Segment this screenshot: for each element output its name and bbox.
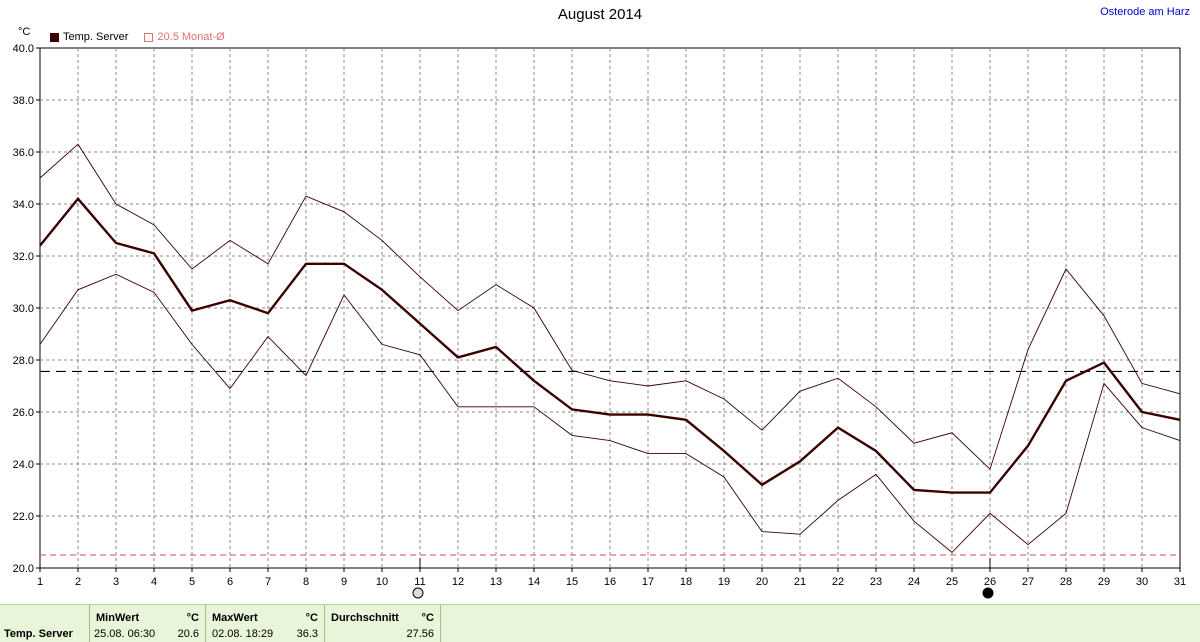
full-moon-icon <box>412 587 424 599</box>
location-link[interactable]: Osterode am Harz <box>1100 6 1190 18</box>
x-tick-label: 30 <box>1136 576 1148 588</box>
x-tick-label: 16 <box>604 576 616 588</box>
y-tick-label: 34.0 <box>13 199 34 211</box>
x-tick-label: 15 <box>566 576 578 588</box>
stats-min-time: 25.08. 06:30 <box>94 628 156 640</box>
x-tick-label: 17 <box>642 576 654 588</box>
legend-label-series: Temp. Server <box>63 31 129 43</box>
stats-table: Temp. Server MinWert °C 25.08. 06:30 20.… <box>0 604 1200 642</box>
x-tick-label: 4 <box>151 576 157 588</box>
y-tick-label: 32.0 <box>13 251 34 263</box>
stats-max-label: MaxWert <box>212 612 258 624</box>
legend-item-average: 20.5 Monat-Ø <box>144 31 225 43</box>
x-tick-label: 31 <box>1174 576 1186 588</box>
stats-avg-unit: °C <box>421 612 434 624</box>
stats-max-unit: °C <box>305 612 318 624</box>
x-tick-label: 24 <box>908 576 920 588</box>
x-tick-label: 7 <box>265 576 271 588</box>
stats-row-label: Temp. Server <box>4 628 73 640</box>
x-tick-label: 29 <box>1098 576 1110 588</box>
y-tick-label: 36.0 <box>13 147 34 159</box>
x-tick-label: 26 <box>984 576 996 588</box>
stats-min-label: MinWert <box>96 612 140 624</box>
x-tick-label: 23 <box>870 576 882 588</box>
x-tick-label: 14 <box>528 576 540 588</box>
x-tick-label: 19 <box>718 576 730 588</box>
stats-min-cell: MinWert °C 25.08. 06:30 20.6 <box>90 605 206 642</box>
x-tick-label: 5 <box>189 576 195 588</box>
series-line-min <box>39 273 1181 554</box>
x-tick-label: 20 <box>756 576 768 588</box>
legend-item-series: Temp. Server <box>50 31 128 43</box>
y-tick-label: 30.0 <box>13 303 34 315</box>
y-axis-unit: °C <box>18 26 31 38</box>
stats-avg-cell: Durchschnitt °C 27.56 <box>325 605 441 642</box>
x-tick-label: 6 <box>227 576 233 588</box>
series-line-max <box>39 143 1181 471</box>
stats-min-value: 20.6 <box>177 628 199 640</box>
y-tick-label: 26.0 <box>13 407 34 419</box>
x-tick-label: 1 <box>37 576 43 588</box>
new-moon-icon <box>982 587 994 599</box>
y-tick-label: 40.0 <box>13 43 34 55</box>
legend-swatch-average <box>144 32 154 42</box>
x-tick-label: 9 <box>341 576 347 588</box>
x-tick-label: 25 <box>946 576 958 588</box>
y-tick-label: 22.0 <box>13 511 34 523</box>
stats-max-value: 36.3 <box>296 628 318 640</box>
x-tick-label: 13 <box>490 576 502 588</box>
x-tick-label: 18 <box>680 576 692 588</box>
legend: Temp. Server 20.5 Monat-Ø <box>50 31 225 43</box>
y-tick-label: 20.0 <box>13 563 34 575</box>
x-tick-label: 10 <box>376 576 388 588</box>
x-tick-label: 28 <box>1060 576 1072 588</box>
stats-max-cell: MaxWert °C 02.08. 18:29 36.3 <box>206 605 325 642</box>
y-tick-label: 28.0 <box>13 355 34 367</box>
stats-avg-value: 27.56 <box>406 628 434 640</box>
stats-min-unit: °C <box>186 612 199 624</box>
x-tick-label: 3 <box>113 576 119 588</box>
x-tick-label: 11 <box>414 576 425 588</box>
chart-title: August 2014 <box>557 6 643 23</box>
chart-svg: 20.0 22.0 24.0 26.0 28.0 30.0 32.0 34.0 36.0 38.0… <box>13 43 1186 599</box>
x-tick-label: 27 <box>1022 576 1034 588</box>
legend-swatch-series <box>50 32 59 42</box>
stats-max-time: 02.08. 18:29 <box>212 628 274 640</box>
x-tick-label: 22 <box>832 576 844 588</box>
legend-label-average: 20.5 Monat-Ø <box>157 31 225 43</box>
stats-avg-label: Durchschnitt <box>331 612 399 624</box>
x-tick-label: 12 <box>452 576 464 588</box>
stats-row-label-cell: Temp. Server <box>0 605 90 642</box>
x-tick-label: 8 <box>303 576 309 588</box>
x-tick-label: 2 <box>75 576 81 588</box>
y-tick-label: 24.0 <box>13 459 34 471</box>
series-line-main <box>39 196 1181 494</box>
y-tick-label: 38.0 <box>13 95 34 107</box>
x-tick-label: 21 <box>794 576 806 588</box>
